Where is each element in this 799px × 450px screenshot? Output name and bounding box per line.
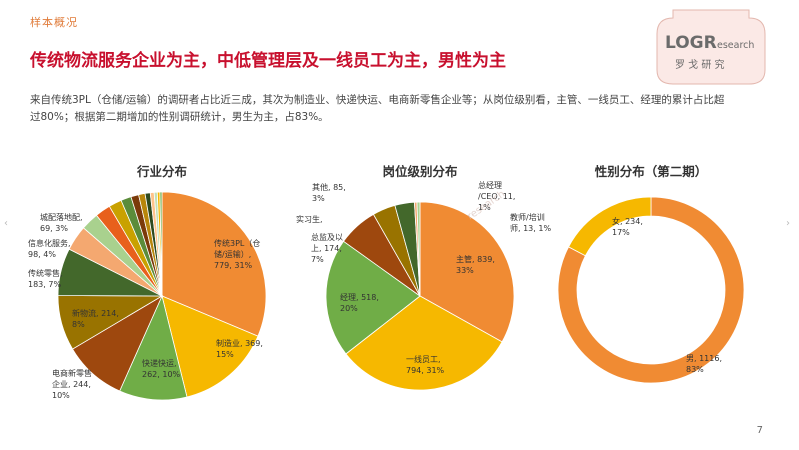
logo-letters: LOGR <box>665 33 717 53</box>
data-label-制造业: 制造业, 369, 15% <box>216 338 263 359</box>
data-label-电商新零售企业: 电商新零售企业, 244, 10% <box>52 368 92 400</box>
pie-slice-传统3PL（仓储/运输） <box>161 191 267 337</box>
data-label-总经理/CEO: 总经理/CEO, 11, 1% <box>478 180 515 212</box>
pie-slice-女 <box>568 196 652 257</box>
slide-description: 来自传统3PL（仓储/运输）的调研者占比近三成，其次为制造业、快递快运、电商新零… <box>30 94 725 123</box>
next-slide-icon[interactable]: › <box>786 218 790 229</box>
pie-slice-一线员工 <box>345 295 503 391</box>
data-label-信息化服务: 信息化服务, 98, 4% <box>28 238 71 259</box>
data-label-传统3PL（仓储/运输）: 传统3PL（仓储/运输）, 779, 31% <box>214 238 260 270</box>
industry-pie-chart: 行业分布 传统3PL（仓储/运输）, 779, 31% 制造业, 369, 15% 快递… <box>28 164 267 401</box>
data-label-城配落地配: 城配落地配, 69, 3% <box>40 212 83 233</box>
pie-slice-男 <box>557 196 745 384</box>
logo: LOGR esearch 罗 戈 研 究 <box>656 9 766 85</box>
data-label-新物流: 新物流, 214, 8% <box>72 308 119 329</box>
gender-chart-title: 性别分布（第二期） <box>594 164 708 179</box>
data-label-总监及以上: 总监及以上, 174, 7% <box>311 232 343 264</box>
data-label-教师/培训师: 教师/培训师, 13, 1% <box>510 212 551 233</box>
data-label-实习生: 实习生, <box>296 214 323 224</box>
position-pie-chart: 岗位级别分布 主管, 839, 33% 一线员工, 794, 31% 经理, 518, 2… <box>296 164 551 391</box>
data-label-男: 男, 1116, 83% <box>686 354 722 374</box>
industry-chart-title: 行业分布 <box>136 164 188 179</box>
data-label-快递快运: 快递快运, 262, 10% <box>142 358 181 379</box>
data-label-其他: 其他, 85, 3% <box>312 182 346 203</box>
data-label-女: 女, 234, 17% <box>612 216 643 237</box>
pie-slice-教师/培训师 <box>416 201 421 297</box>
data-label-经理: 经理, 518, 20% <box>340 292 379 313</box>
data-label-一线员工: 一线员工, 794, 31% <box>406 354 445 375</box>
pie-slice-other-10 <box>159 191 163 297</box>
pie-slice-制造业 <box>161 295 259 398</box>
data-label-主管: 主管, 839, 33% <box>456 254 495 275</box>
slide-title: 传统物流服务企业为主，中低管理层及一线员工为主，男性为主 <box>30 51 506 71</box>
logo-suffix: esearch <box>717 40 754 51</box>
gender-donut-chart: 性别分布（第二期） 男, 1116, 83% 女, 234, 17% <box>557 164 745 384</box>
pie-slice-快递快运 <box>119 294 188 401</box>
section-label: 样本概况 <box>30 16 78 29</box>
prev-slide-icon[interactable]: ‹ <box>4 218 8 229</box>
logo-badge <box>656 9 766 85</box>
pie-slice-主管 <box>419 201 515 343</box>
pie-slice-经理 <box>325 240 421 355</box>
position-chart-title: 岗位级别分布 <box>382 164 458 179</box>
page-number: 7 <box>756 425 763 436</box>
data-label-传统零售: 传统零售, 183, 7% <box>28 268 63 289</box>
logo-chinese: 罗 戈 研 究 <box>675 58 725 71</box>
